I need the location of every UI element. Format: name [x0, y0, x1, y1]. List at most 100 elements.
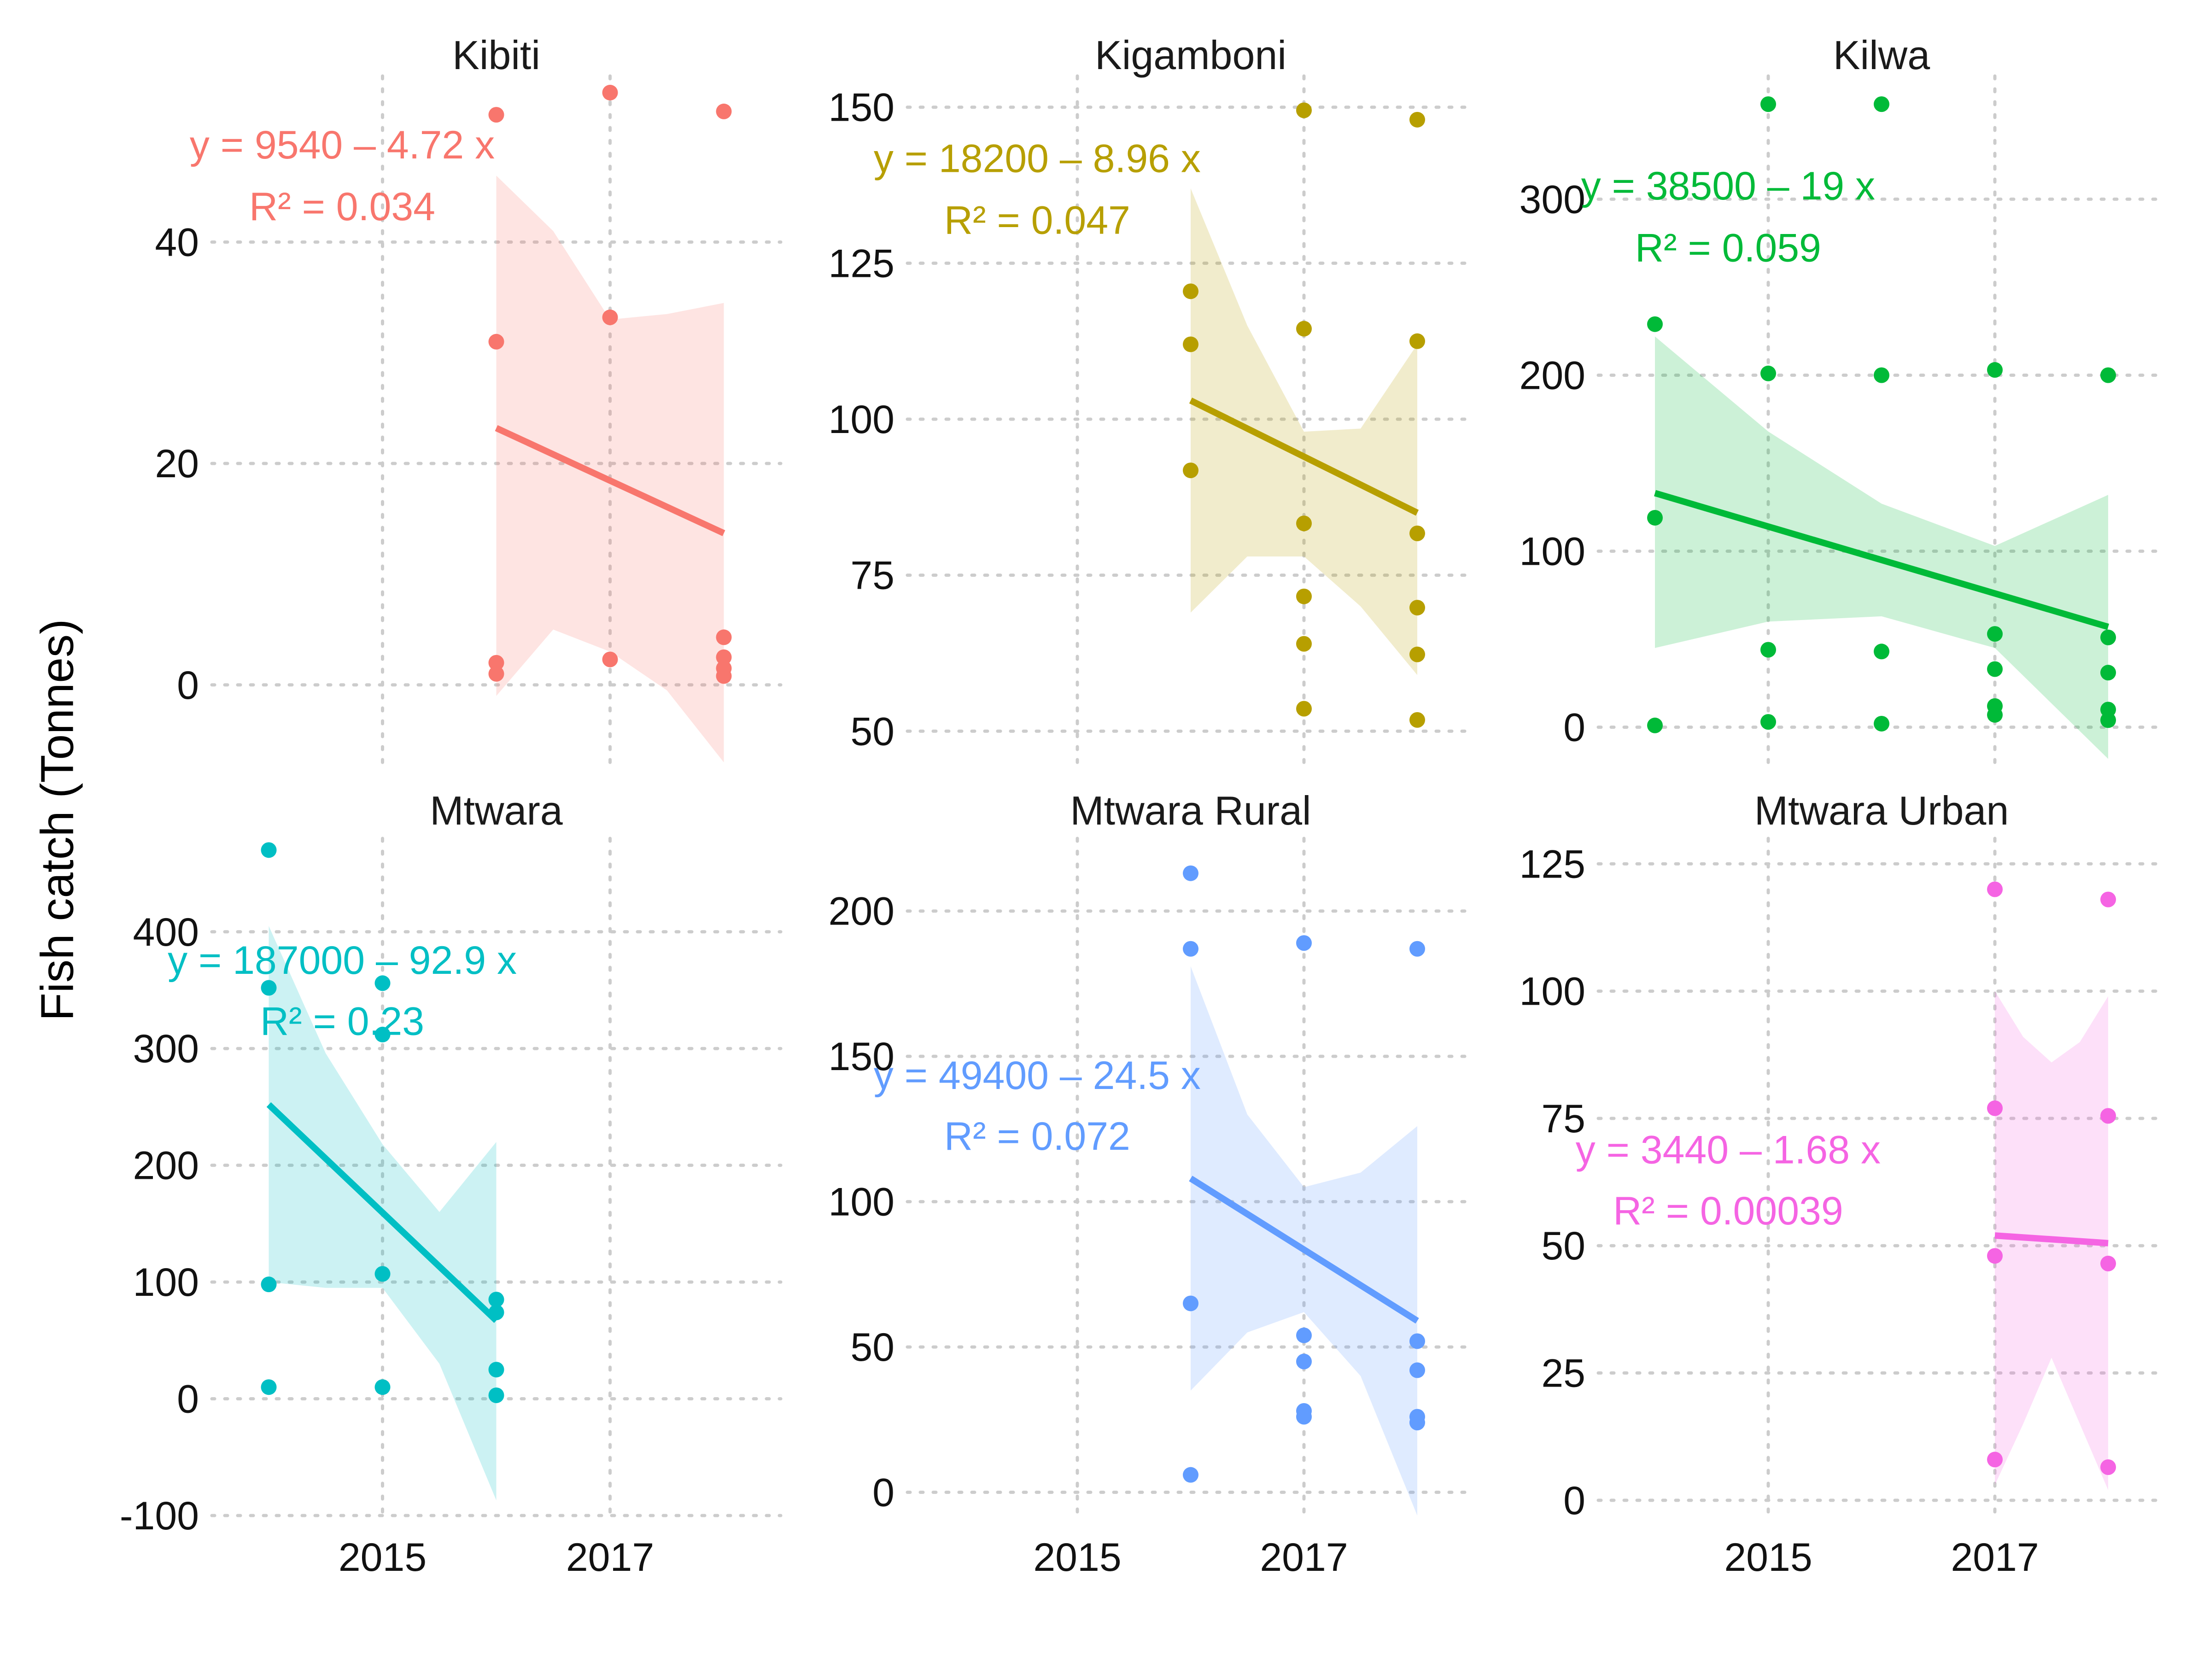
data-point [1296, 1327, 1312, 1343]
y-tick-label: 0 [177, 1377, 199, 1422]
facet-panel: Mtwara Urban 0 25 50 75 100 125 2015 2017 y = 344… [1520, 788, 2167, 1580]
regression-r-squared: R² = 0.034 [249, 185, 435, 229]
data-point [1183, 941, 1198, 957]
data-point [1409, 712, 1425, 728]
y-tick-label: 25 [1541, 1352, 1585, 1396]
panel-title: Mtwara Rural [1070, 788, 1311, 833]
data-point [716, 629, 732, 645]
regression-r-squared: R² = 0.047 [944, 199, 1130, 243]
data-point [1296, 701, 1312, 717]
data-point [488, 666, 504, 682]
y-tick-label: 150 [829, 86, 895, 130]
data-point [374, 975, 391, 991]
data-point [1409, 1415, 1425, 1431]
facet-panel: Mtwara -100 0 100 200 300 400 2015 2017 y = 18700… [120, 788, 783, 1580]
data-point [1183, 462, 1198, 479]
data-point [488, 1305, 504, 1320]
data-point [488, 107, 504, 123]
x-tick-label: 2015 [1724, 1535, 1812, 1580]
data-point [716, 668, 732, 684]
y-tick-label: 125 [1520, 842, 1586, 886]
y-tick-label: 100 [133, 1260, 199, 1305]
data-point [2100, 1108, 2116, 1124]
regression-line [266, 1102, 499, 1323]
data-point [1987, 707, 2003, 723]
x-tick-label: 2017 [1260, 1535, 1348, 1580]
data-point [1409, 646, 1425, 662]
data-point [1409, 333, 1425, 349]
y-tick-label: 50 [850, 1325, 894, 1370]
regression-line [495, 425, 725, 536]
data-point [1296, 102, 1312, 118]
panel-title: Kigamboni [1095, 32, 1286, 78]
y-tick-label: 400 [133, 910, 199, 954]
data-point [261, 1276, 277, 1293]
data-point [2100, 367, 2116, 383]
regression-line [1654, 490, 2109, 630]
data-point [602, 651, 618, 667]
regression-line [1189, 398, 1419, 516]
data-point [1296, 588, 1312, 604]
facet-panel: Mtwara Rural 0 50 100 150 200 2015 2017 y = 4940… [829, 788, 1476, 1580]
y-tick-label: 50 [850, 709, 894, 754]
data-point [1296, 321, 1312, 337]
regression-equation: y = 3440 – 1.68 x [1576, 1128, 1881, 1172]
confidence-ribbon [1191, 188, 1417, 675]
data-point [261, 980, 277, 996]
data-point [1987, 362, 2003, 378]
y-tick-label: 50 [1541, 1224, 1585, 1268]
y-tick-label: 200 [133, 1144, 199, 1188]
data-point [488, 1362, 504, 1378]
data-point [2100, 1255, 2116, 1271]
regression-r-squared: R² = 0.072 [944, 1114, 1130, 1159]
data-point [374, 1379, 391, 1395]
x-tick-label: 2015 [1033, 1535, 1121, 1580]
data-point [488, 334, 504, 350]
data-point [1409, 1362, 1425, 1378]
panel-title: Mtwara Urban [1754, 788, 2009, 833]
y-tick-label: 0 [1563, 706, 1585, 750]
confidence-ribbon [496, 176, 724, 763]
regression-line [1189, 1176, 1419, 1324]
regression-r-squared: R² = 0.059 [1635, 226, 1821, 270]
data-point [1987, 1452, 2003, 1468]
y-tick-label: 0 [177, 663, 199, 708]
data-point [1874, 715, 1889, 732]
data-point [488, 1292, 504, 1308]
y-tick-label: 300 [133, 1027, 199, 1071]
data-point [1647, 509, 1663, 526]
data-point [602, 309, 618, 325]
data-point [1409, 111, 1425, 128]
facet-panel: Kibiti 0 20 40 y = 9540 – 4.72 x R² = 0.034 [155, 32, 783, 764]
y-tick-label: 125 [829, 241, 895, 286]
regression-r-squared: R² = 0.23 [260, 999, 424, 1043]
data-point [2100, 1459, 2116, 1475]
y-tick-label: 100 [1520, 970, 1586, 1014]
y-tick-label: 0 [872, 1471, 894, 1515]
data-point [1760, 642, 1776, 658]
data-point [716, 103, 732, 119]
data-point [1183, 865, 1198, 881]
data-point [1183, 336, 1198, 352]
data-point [1647, 316, 1663, 332]
regression-equation: y = 18200 – 8.96 x [874, 137, 1201, 181]
x-tick-label: 2015 [339, 1535, 427, 1580]
data-point [374, 1266, 391, 1282]
regression-equation: y = 49400 – 24.5 x [874, 1054, 1201, 1098]
y-tick-label: 20 [155, 442, 199, 486]
data-point [488, 1387, 504, 1403]
y-tick-label: -100 [120, 1494, 199, 1538]
data-point [1987, 1248, 2003, 1264]
data-point [1183, 1467, 1198, 1483]
y-tick-label: 100 [829, 1180, 895, 1224]
panel-title: Kilwa [1833, 32, 1930, 78]
regression-equation: y = 9540 – 4.72 x [190, 123, 495, 167]
data-point [1987, 881, 2003, 897]
regression-equation: y = 187000 – 92.9 x [168, 938, 517, 983]
y-tick-label: 75 [850, 554, 894, 598]
data-point [1183, 1295, 1198, 1311]
data-point [261, 1379, 277, 1395]
y-axis-title: Fish catch (Tonnes) [31, 619, 83, 1021]
